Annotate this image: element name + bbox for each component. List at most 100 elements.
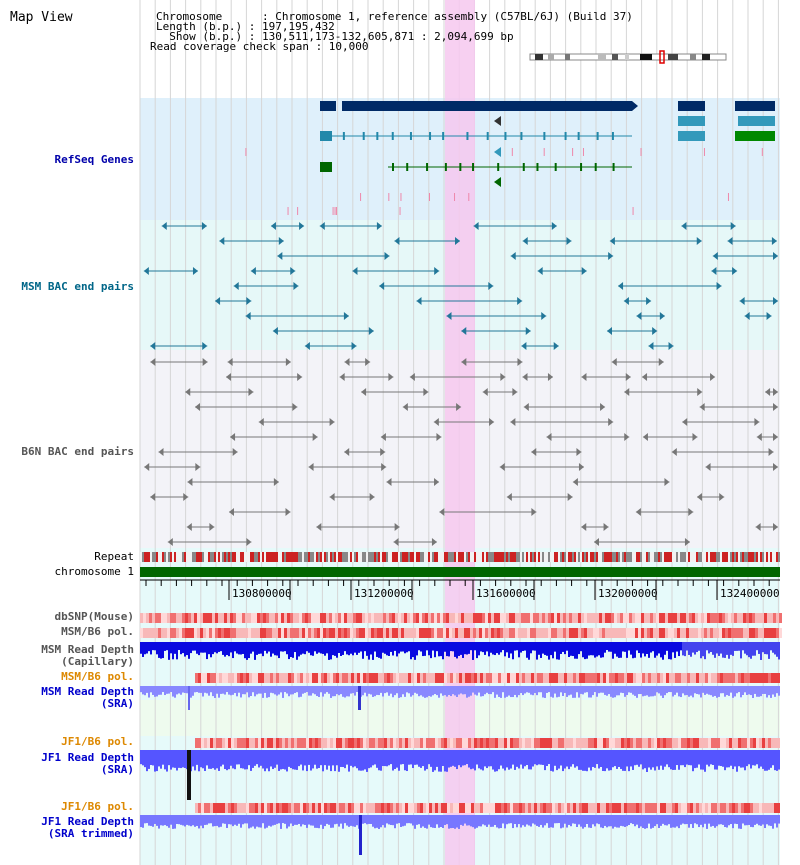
heat-cell — [744, 738, 747, 748]
depth-bar — [170, 642, 172, 654]
heat-cell — [257, 628, 260, 638]
heat-cell — [555, 803, 558, 813]
heat-cell — [356, 628, 359, 638]
heat-cell — [351, 673, 354, 683]
depth-bar — [190, 686, 192, 698]
heat-cell — [288, 738, 291, 748]
depth-bar — [180, 750, 182, 769]
repeat-mark — [590, 552, 592, 562]
heat-cell — [572, 613, 575, 623]
depth-bar — [318, 750, 320, 769]
heat-cell — [267, 673, 270, 683]
depth-bar — [402, 750, 404, 765]
heat-cell — [303, 738, 306, 748]
depth-bar — [376, 750, 378, 768]
depth-bar — [316, 750, 318, 769]
depth-bar — [480, 686, 482, 697]
depth-bar — [738, 750, 740, 767]
heat-cell — [603, 738, 606, 748]
depth-bar — [232, 686, 234, 695]
repeat-mark — [256, 552, 258, 562]
axis-tick-label: 132000000 — [598, 587, 658, 600]
repeat-mark — [592, 552, 594, 562]
heat-cell — [528, 738, 531, 748]
repeat-mark — [512, 552, 514, 562]
repeat-mark — [520, 552, 522, 562]
repeat-mark — [594, 552, 596, 562]
exon — [580, 163, 583, 171]
depth-bar — [460, 686, 462, 694]
depth-bar — [148, 815, 150, 826]
repeat-mark — [390, 552, 392, 562]
heat-cell — [719, 613, 722, 623]
track-label-refseq[interactable]: RefSeq Genes — [54, 153, 134, 166]
depth-bar — [316, 815, 318, 828]
depth-bar — [346, 815, 348, 826]
heat-cell — [383, 613, 386, 623]
depth-bar — [644, 686, 646, 696]
depth-bar — [448, 750, 450, 768]
bac-end — [572, 478, 578, 486]
repeat-mark — [702, 552, 704, 562]
depth-bar — [180, 642, 182, 655]
depth-bar — [776, 750, 778, 771]
depth-bar — [636, 642, 638, 651]
depth-bar — [574, 815, 576, 824]
depth-bar — [418, 815, 420, 825]
depth-bar — [354, 686, 356, 696]
depth-bar — [726, 686, 728, 696]
heat-cell — [423, 803, 426, 813]
heat-cell — [338, 628, 341, 638]
depth-bar — [300, 686, 302, 697]
depth-bar — [652, 750, 654, 768]
depth-bar — [672, 642, 674, 653]
heat-cell — [587, 628, 590, 638]
heat-cell — [528, 803, 531, 813]
depth-bar — [228, 815, 230, 825]
heat-cell — [702, 803, 705, 813]
heat-cell — [617, 628, 620, 638]
heat-cell — [225, 738, 228, 748]
heat-cell — [536, 628, 539, 638]
track-label-msm-bac[interactable]: MSM BAC end pairs — [21, 280, 134, 293]
track-label-b6n-bac[interactable]: B6N BAC end pairs — [21, 445, 134, 458]
depth-bar — [374, 642, 376, 652]
heat-cell — [297, 803, 300, 813]
heat-cell — [747, 803, 750, 813]
heat-cell — [456, 673, 459, 683]
depth-bar — [554, 686, 556, 694]
depth-bar — [354, 815, 356, 827]
repeat-mark — [196, 552, 198, 562]
heat-cell — [662, 628, 665, 638]
depth-bar — [584, 815, 586, 828]
depth-bar — [488, 815, 490, 825]
depth-bar — [502, 815, 504, 824]
heat-cell — [486, 738, 489, 748]
heat-cell — [504, 673, 507, 683]
heat-cell — [614, 613, 617, 623]
heat-cell — [465, 673, 468, 683]
bac-end — [730, 222, 736, 230]
heat-cell — [348, 803, 351, 813]
heat-cell — [315, 803, 318, 813]
repeat-mark — [646, 552, 648, 562]
heat-cell — [497, 628, 500, 638]
depth-bar — [360, 642, 362, 652]
depth-bar — [482, 750, 484, 771]
depth-bar — [752, 642, 754, 656]
heat-cell — [764, 613, 767, 623]
heat-cell — [266, 628, 269, 638]
heat-cell — [297, 673, 300, 683]
heat-cell — [194, 628, 197, 638]
repeat-mark — [198, 552, 200, 562]
heat-cell — [588, 803, 591, 813]
depth-bar — [526, 642, 528, 658]
heat-cell — [489, 673, 492, 683]
depth-bar — [230, 815, 232, 825]
depth-bar — [634, 686, 636, 696]
depth-bar — [154, 642, 156, 651]
depth-bar — [178, 815, 180, 825]
heat-cell — [365, 613, 368, 623]
